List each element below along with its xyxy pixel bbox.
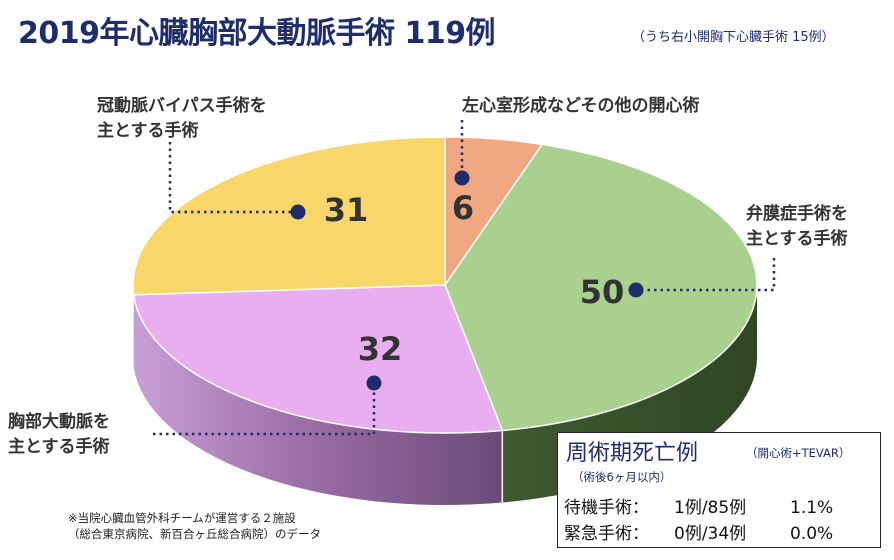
label-other: 左心室形成などその他の開心術 bbox=[462, 96, 700, 116]
value-label-aorta: 32 bbox=[358, 330, 403, 368]
label-aorta: 胸部大動脈を 主とする手術 bbox=[8, 412, 110, 457]
mortality-type: 緊急手術： bbox=[564, 524, 649, 544]
footnote: ※当院心臓血管外科チームが運営する２施設 （総合東京病院、新百合ヶ丘総合病院）の… bbox=[68, 511, 321, 541]
mortality-period: （術後6ヶ月以内） bbox=[572, 470, 672, 484]
mortality-scope: （開心術+TEVAR） bbox=[746, 446, 851, 460]
pie-slice-valve bbox=[444, 143, 758, 432]
value-label-valve: 50 bbox=[580, 273, 625, 311]
mortality-rate: 0.0% bbox=[790, 524, 834, 544]
mortality-rate: 1.1% bbox=[790, 498, 834, 518]
pie-slice-aorta bbox=[132, 284, 504, 434]
label-cabg: 冠動脈バイパス手術を 主とする手術 bbox=[97, 96, 267, 141]
leader-valve bbox=[636, 258, 776, 292]
label-valve: 弁膜症手術を 主とする手術 bbox=[746, 204, 848, 249]
value-label-other: 6 bbox=[452, 189, 474, 227]
mortality-count: 0例/34例 bbox=[674, 524, 747, 544]
leader-valve-dot bbox=[628, 282, 644, 298]
mortality-heading: 周術期死亡例 bbox=[566, 441, 699, 466]
leader-aorta bbox=[153, 383, 376, 436]
value-label-cabg: 31 bbox=[324, 191, 369, 229]
chart-title: 2019年心臓胸部大動脈手術 119例 bbox=[18, 16, 496, 51]
mortality-row-elective: 待機手術： 1例/85例 1.1% bbox=[564, 493, 833, 518]
pie-side-aorta bbox=[133, 294, 503, 506]
mortality-count: 1例/85例 bbox=[674, 498, 747, 518]
pie-slice-cabg bbox=[132, 136, 446, 296]
mortality-box: 周術期死亡例 （開心術+TEVAR） （術後6ヶ月以内） 待機手術： 1例/85例… bbox=[557, 432, 881, 548]
leader-cabg-dot bbox=[290, 204, 306, 220]
mortality-type: 待機手術： bbox=[564, 498, 649, 518]
mortality-row-emergency: 緊急手術： 0例/34例 0.0% bbox=[564, 519, 833, 544]
leader-aorta-dot bbox=[366, 375, 382, 391]
leader-other-dot bbox=[454, 170, 470, 186]
chart-subtitle: （うち右小開胸下心臓手術 15例） bbox=[632, 30, 835, 45]
